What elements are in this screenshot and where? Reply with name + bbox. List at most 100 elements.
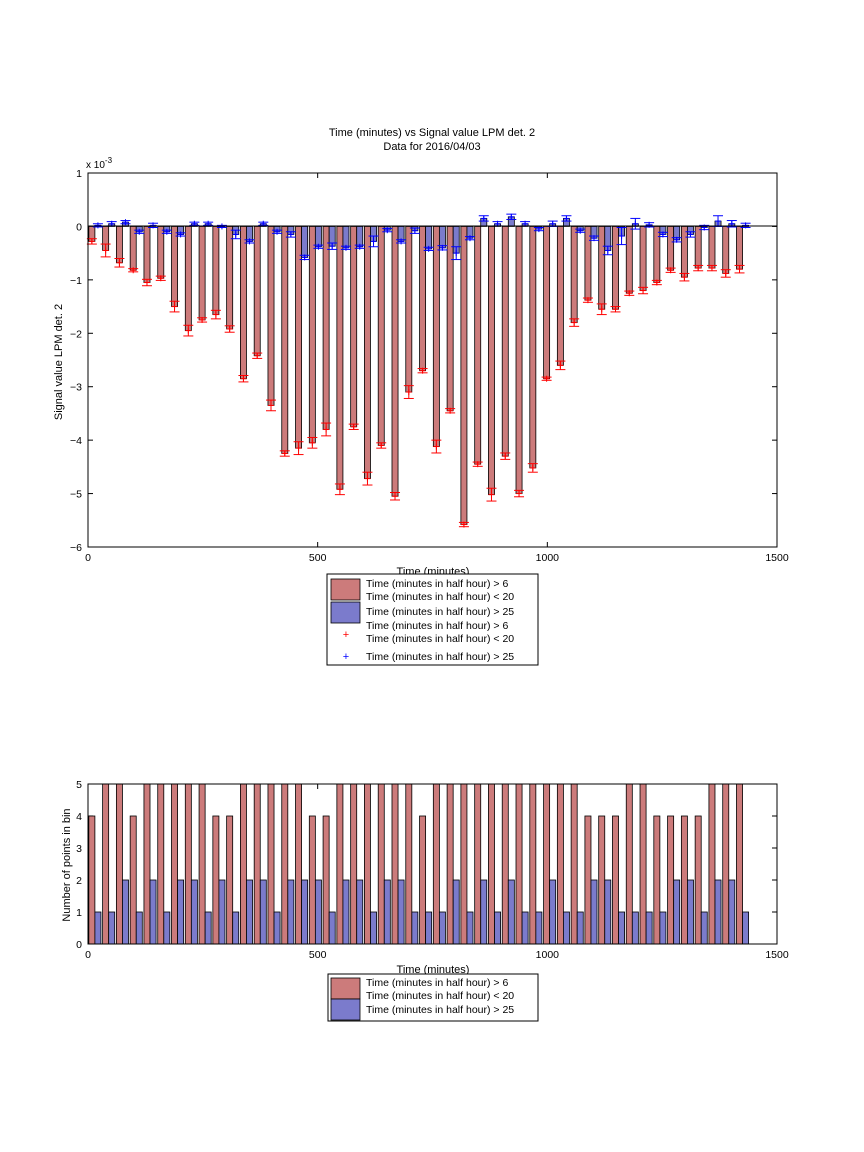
bar-blue bbox=[204, 911, 212, 945]
bar-blue bbox=[328, 911, 336, 945]
bar-blue bbox=[314, 226, 322, 248]
bar-red bbox=[102, 783, 110, 945]
y-tick-label: 1 bbox=[76, 907, 82, 919]
bottom-chart-ylabel: Number of points in bin bbox=[61, 808, 73, 921]
bar-red bbox=[308, 226, 316, 444]
bar-red bbox=[570, 783, 578, 945]
top-chart-title: Time (minutes) vs Signal value LPM det. … bbox=[329, 127, 535, 139]
top-legend-marker-blue: + bbox=[343, 651, 349, 663]
bar-red bbox=[419, 815, 427, 945]
bar-red bbox=[474, 783, 482, 945]
bottom-legend: Time (minutes in half hour) > 6 Time (min… bbox=[327, 973, 539, 1022]
bar-red bbox=[281, 226, 289, 454]
bar-red bbox=[584, 815, 592, 945]
bar-blue bbox=[94, 911, 102, 945]
bar-red bbox=[598, 226, 606, 310]
bottom-legend-box bbox=[327, 973, 539, 1022]
bar-blue bbox=[700, 911, 708, 945]
bar-blue bbox=[521, 911, 529, 945]
bottom-chart-bars bbox=[88, 783, 750, 945]
bar-red bbox=[708, 226, 716, 269]
top-legend-label-red-line2: Time (minutes in half hour) < 20 bbox=[366, 591, 514, 603]
bar-red bbox=[488, 783, 495, 945]
top-legend-label-blue: Time (minutes in half hour) > 25 bbox=[366, 606, 514, 618]
top-chart-bars bbox=[88, 216, 750, 525]
bar-blue bbox=[687, 879, 694, 945]
bar-red bbox=[708, 783, 716, 945]
bar-red bbox=[115, 226, 123, 264]
bar-red bbox=[336, 783, 344, 945]
y-tick-label: 0 bbox=[76, 939, 82, 951]
top-legend-label-red-marker: Time (minutes in half hour) > 6 Time (min… bbox=[366, 620, 514, 645]
bar-red bbox=[295, 783, 302, 945]
bar-blue bbox=[604, 879, 612, 945]
bar-blue bbox=[480, 879, 488, 945]
x-tick-label: 1000 bbox=[536, 949, 560, 961]
bar-red bbox=[584, 226, 592, 301]
bar-red bbox=[129, 815, 137, 945]
bar-blue bbox=[149, 879, 157, 945]
bar-red bbox=[322, 226, 330, 430]
bottom-legend-label-red-line2: Time (minutes in half hour) < 20 bbox=[366, 990, 514, 1002]
bar-blue bbox=[438, 226, 446, 249]
bar-red bbox=[198, 783, 206, 945]
top-legend-box bbox=[326, 573, 539, 666]
bar-red bbox=[171, 783, 178, 945]
top-legend-marker-red: + bbox=[343, 629, 349, 641]
bar-red bbox=[612, 815, 619, 945]
bar-blue bbox=[273, 911, 281, 945]
bar-blue bbox=[314, 879, 322, 945]
bar-blue bbox=[177, 879, 185, 945]
bar-red bbox=[198, 226, 206, 321]
bar-red bbox=[419, 226, 427, 372]
top-chart-errorbars bbox=[86, 213, 751, 528]
bar-blue bbox=[673, 879, 681, 945]
bar-red bbox=[694, 226, 702, 269]
bar-red bbox=[336, 226, 344, 490]
bar-blue bbox=[342, 879, 350, 945]
y-tick-label: 0 bbox=[76, 221, 82, 233]
bar-red bbox=[736, 226, 743, 270]
bar-red bbox=[501, 783, 509, 945]
bar-red bbox=[680, 226, 688, 278]
bar-blue bbox=[383, 879, 391, 945]
top-legend-label-red-marker-line1: Time (minutes in half hour) > 6 bbox=[366, 620, 508, 632]
bar-red bbox=[460, 226, 468, 525]
bar-red bbox=[570, 226, 578, 323]
top-legend-label-red-marker-line2: Time (minutes in half hour) < 20 bbox=[366, 633, 514, 645]
bar-blue bbox=[590, 879, 598, 945]
bar-red bbox=[226, 226, 234, 330]
bar-red bbox=[680, 815, 688, 945]
bar-red bbox=[556, 783, 564, 945]
bar-red bbox=[322, 815, 330, 945]
top-chart-multiplier-exponent: -3 bbox=[105, 156, 113, 165]
bar-red bbox=[240, 783, 247, 945]
bar-blue bbox=[645, 911, 653, 945]
bar-red bbox=[171, 226, 178, 307]
bar-blue bbox=[246, 879, 253, 945]
bar-blue bbox=[535, 911, 543, 945]
x-tick-label: 1500 bbox=[765, 949, 789, 961]
bar-red bbox=[267, 783, 275, 945]
y-tick-label: 1 bbox=[76, 168, 82, 180]
bar-red bbox=[501, 226, 509, 457]
bar-blue bbox=[425, 226, 433, 250]
y-tick-label: −1 bbox=[70, 275, 82, 287]
bottom-chart-xlabel: Time (minutes) bbox=[397, 964, 470, 976]
bar-red bbox=[115, 783, 123, 945]
y-tick-label: 5 bbox=[76, 779, 82, 791]
bar-red bbox=[432, 783, 440, 945]
x-tick-label: 500 bbox=[309, 552, 327, 564]
bar-red bbox=[212, 815, 220, 945]
top-chart-subtitle: Data for 2016/04/03 bbox=[383, 141, 480, 153]
bar-blue bbox=[135, 911, 143, 945]
bar-red bbox=[694, 815, 702, 945]
bar-blue bbox=[370, 911, 377, 945]
bottom-chart-axes-frame bbox=[87, 783, 778, 945]
bar-red bbox=[515, 226, 523, 494]
bar-blue bbox=[232, 911, 240, 945]
bar-red bbox=[460, 783, 468, 945]
bar-red bbox=[184, 783, 192, 945]
bar-blue bbox=[190, 879, 198, 945]
